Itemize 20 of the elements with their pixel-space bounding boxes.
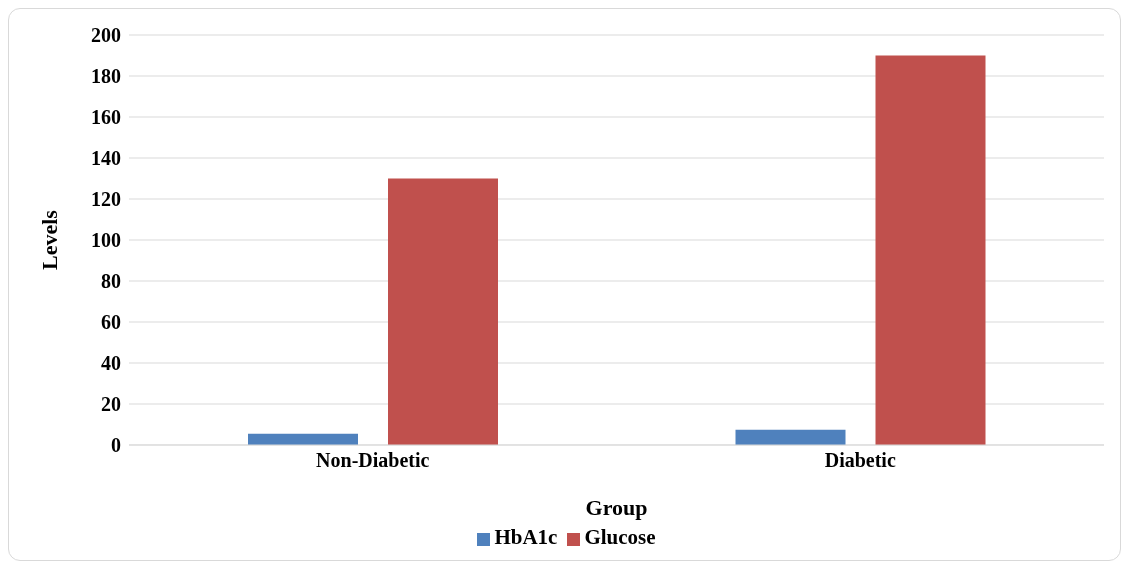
y-tick-label: 60 <box>101 311 121 334</box>
y-tick-label: 20 <box>101 393 121 416</box>
y-tick-label: 200 <box>91 24 121 47</box>
y-tick-label: 140 <box>91 147 121 170</box>
x-axis-title: Group <box>585 495 648 520</box>
y-tick-label: 40 <box>101 352 121 375</box>
y-tick-label: 120 <box>91 188 121 211</box>
bar <box>388 178 498 445</box>
x-tick-label: Non-Diabetic <box>316 449 430 472</box>
legend-label: Glucose <box>584 525 656 549</box>
bar <box>735 429 846 445</box>
y-tick-label: 160 <box>91 106 121 129</box>
x-tick-label: Diabetic <box>824 449 896 472</box>
y-tick-label: 80 <box>101 270 121 293</box>
y-tick-label: 100 <box>91 229 121 252</box>
legend-label: HbA1c <box>494 525 558 549</box>
bar <box>875 55 986 445</box>
y-axis-title: Levels <box>36 209 62 270</box>
y-tick-label: 180 <box>91 65 121 88</box>
y-tick-label: 0 <box>111 434 121 457</box>
